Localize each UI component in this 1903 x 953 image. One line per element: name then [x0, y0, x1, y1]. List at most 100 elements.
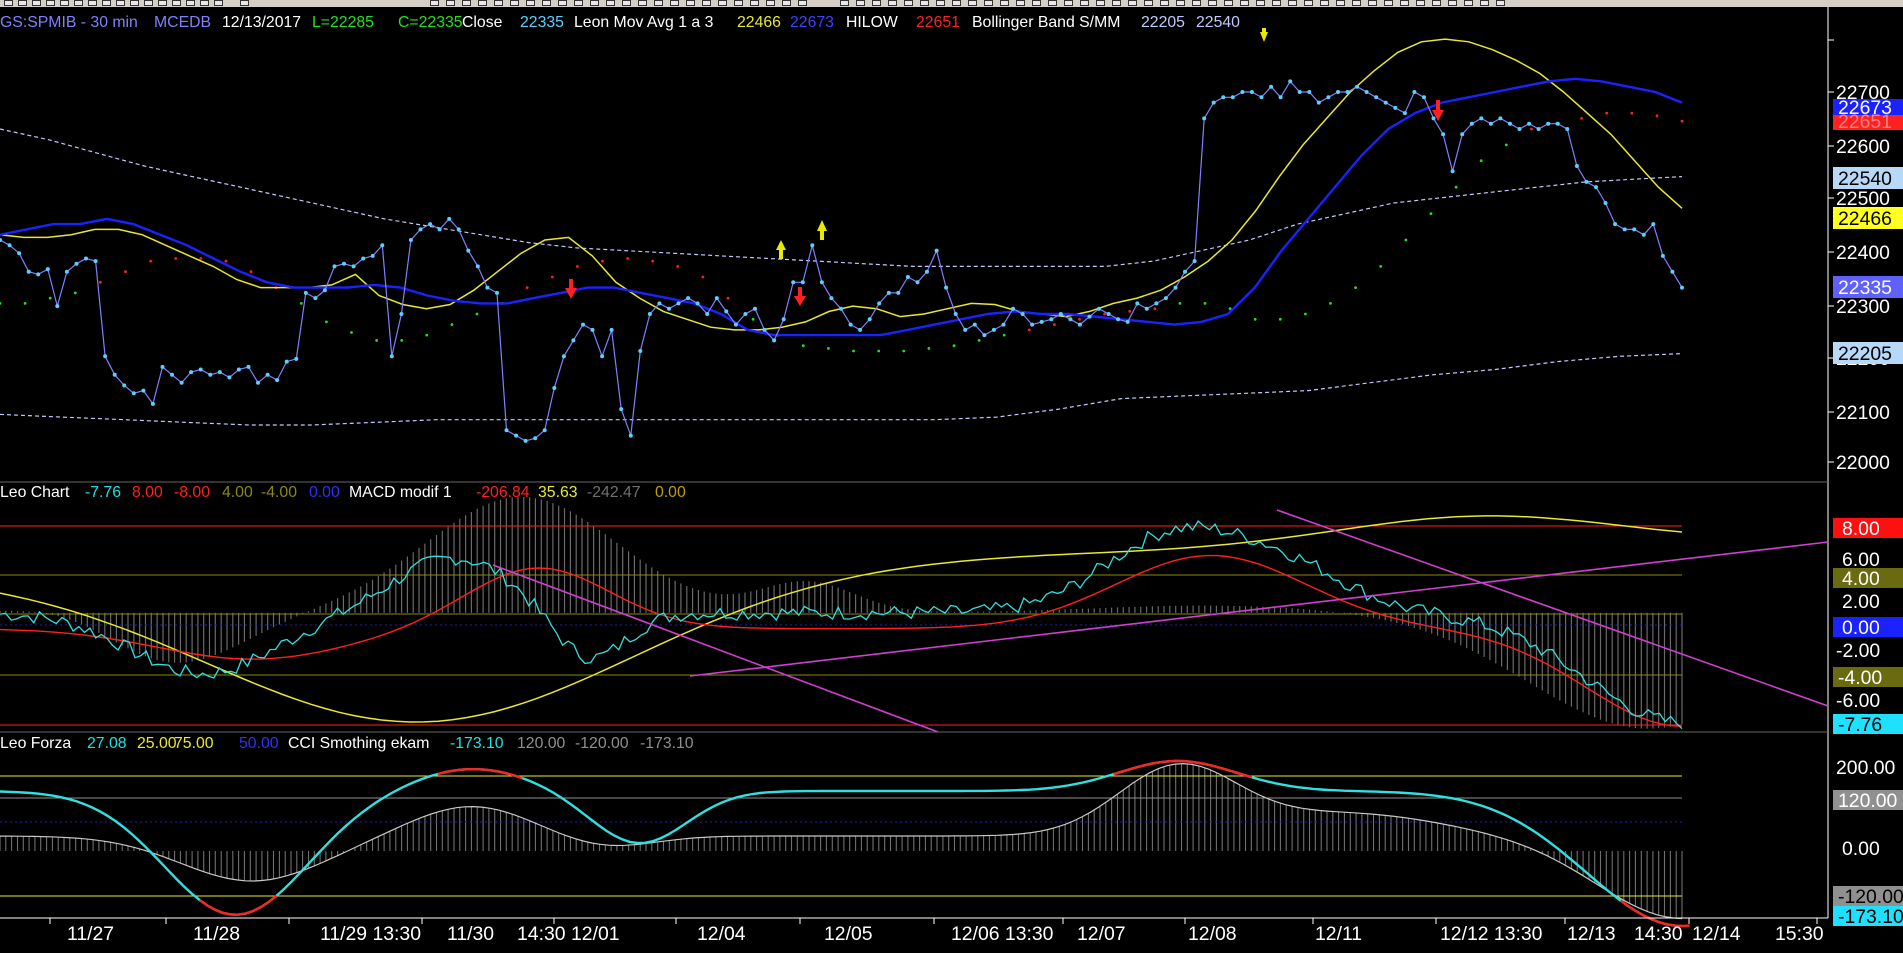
- price-panel[interactable]: 22700 22600 22500 22400 22300 22200 2210…: [0, 7, 1903, 918]
- toolbar-icon[interactable]: [200, 0, 209, 6]
- toolbar-icon[interactable]: [798, 0, 807, 6]
- toolbar-icon[interactable]: [766, 0, 775, 6]
- toolbar-icon[interactable]: [32, 0, 41, 6]
- toolbar-icon[interactable]: [158, 0, 167, 6]
- toolbar-icon[interactable]: [904, 0, 913, 6]
- toolbar-icon[interactable]: [1336, 0, 1345, 6]
- toolbar-icon[interactable]: [1256, 0, 1265, 6]
- close-point: [867, 317, 872, 322]
- toolbar-icon[interactable]: [240, 0, 249, 6]
- toolbar-icon[interactable]: [1224, 0, 1233, 6]
- toolbar-icon[interactable]: [558, 0, 567, 6]
- toolbar-icon[interactable]: [888, 0, 897, 6]
- toolbar-icon[interactable]: [1208, 0, 1217, 6]
- toolbar-icon[interactable]: [46, 0, 55, 6]
- toolbar-icon[interactable]: [782, 0, 791, 6]
- toolbar-icon[interactable]: [1480, 0, 1489, 6]
- toolbar-icon[interactable]: [718, 0, 727, 6]
- toolbar-icon[interactable]: [430, 0, 439, 6]
- toolbar-icon[interactable]: [1000, 0, 1009, 6]
- toolbar-icon[interactable]: [1192, 0, 1201, 6]
- toolbar-icon[interactable]: [1240, 0, 1249, 6]
- toolbar-icon[interactable]: [1064, 0, 1073, 6]
- trend-line[interactable]: [492, 564, 939, 733]
- toolbar-icon[interactable]: [984, 0, 993, 6]
- toolbar-icon[interactable]: [670, 0, 679, 6]
- toolbar-icon[interactable]: [574, 0, 583, 6]
- toolbar-icon[interactable]: [526, 0, 535, 6]
- toolbar-icon[interactable]: [18, 0, 27, 6]
- macd-badge-8: [1833, 518, 1903, 538]
- toolbar-icon[interactable]: [186, 0, 195, 6]
- toolbar-icon[interactable]: [1032, 0, 1041, 6]
- toolbar-icon[interactable]: [1016, 0, 1025, 6]
- macd-panel[interactable]: 6.00 2.00 -2.00 -6.00 8.00 4.00 0.00 -4.…: [0, 481, 1903, 736]
- toolbar-icon[interactable]: [172, 0, 181, 6]
- toolbar-icon[interactable]: [60, 0, 69, 6]
- toolbar-icon[interactable]: [1464, 0, 1473, 6]
- cci-extreme-segment: [252, 905, 262, 912]
- toolbar-icon[interactable]: [968, 0, 977, 6]
- macd-lines: [0, 515, 1683, 730]
- toolbar-icon[interactable]: [88, 0, 97, 6]
- toolbar-icon[interactable]: [1112, 0, 1121, 6]
- toolbar-icon[interactable]: [542, 0, 551, 6]
- toolbar-icon[interactable]: [1400, 0, 1409, 6]
- toolbar-icon[interactable]: [116, 0, 125, 6]
- toolbar-icon[interactable]: [654, 0, 663, 6]
- toolbar-icon[interactable]: [446, 0, 455, 6]
- toolbar-icon[interactable]: [734, 0, 743, 6]
- toolbar-icon[interactable]: [1320, 0, 1329, 6]
- toolbar-icon[interactable]: [1352, 0, 1361, 6]
- toolbar-icon[interactable]: [1160, 0, 1169, 6]
- toolbar-icon[interactable]: [1080, 0, 1089, 6]
- toolbar-icon[interactable]: [494, 0, 503, 6]
- toolbar-icon[interactable]: [1144, 0, 1153, 6]
- toolbar-icon[interactable]: [638, 0, 647, 6]
- toolbar-icon[interactable]: [1048, 0, 1057, 6]
- toolbar-icon[interactable]: [952, 0, 961, 6]
- toolbar-icon[interactable]: [144, 0, 153, 6]
- toolbar-icon[interactable]: [1288, 0, 1297, 6]
- toolbar-icon[interactable]: [462, 0, 471, 6]
- toolbar-icon[interactable]: [1384, 0, 1393, 6]
- close-point: [7, 243, 12, 248]
- toolbar-icon[interactable]: [1416, 0, 1425, 6]
- toolbar-icon[interactable]: [1368, 0, 1377, 6]
- cci-badge-minus120: [1833, 886, 1903, 906]
- toolbar-icon[interactable]: [1128, 0, 1137, 6]
- toolbar-icon[interactable]: [936, 0, 945, 6]
- toolbar-icon[interactable]: [606, 0, 615, 6]
- toolbar-icon[interactable]: [856, 0, 865, 6]
- trend-line[interactable]: [689, 541, 1829, 677]
- toolbar-icon[interactable]: [130, 0, 139, 6]
- toolbar-icon[interactable]: [4, 0, 13, 6]
- toolbar-icon[interactable]: [840, 0, 849, 6]
- toolbar-icon[interactable]: [102, 0, 111, 6]
- close-point: [647, 312, 652, 316]
- toolbar-icon[interactable]: [1176, 0, 1185, 6]
- toolbar-icon[interactable]: [590, 0, 599, 6]
- close-point: [447, 216, 452, 221]
- toolbar-icon[interactable]: [1432, 0, 1441, 6]
- trend-line[interactable]: [1276, 509, 1829, 707]
- toolbar-icon[interactable]: [1272, 0, 1281, 6]
- toolbar-icon[interactable]: [214, 0, 223, 6]
- toolbar-icon[interactable]: [1096, 0, 1105, 6]
- toolbar-icon[interactable]: [1448, 0, 1457, 6]
- toolbar-icon[interactable]: [750, 0, 759, 6]
- toolbar-icon[interactable]: [920, 0, 929, 6]
- toolbar-icon[interactable]: [478, 0, 487, 6]
- toolbar-icon[interactable]: [510, 0, 519, 6]
- toolbar-icon[interactable]: [872, 0, 881, 6]
- cci-panel[interactable]: 200.00 0.00 120.00 -120.00 -173.10 Leo F…: [0, 731, 1903, 928]
- toolbar-icon[interactable]: [686, 0, 695, 6]
- toolbar-icon[interactable]: [622, 0, 631, 6]
- toolbar-icon[interactable]: [702, 0, 711, 6]
- toolbar-icon[interactable]: [1496, 0, 1505, 6]
- close-point: [772, 338, 777, 343]
- toolbar-icon[interactable]: [1304, 0, 1313, 6]
- price-tick-label: 22500: [1836, 188, 1890, 210]
- toolbar-icon[interactable]: [74, 0, 83, 6]
